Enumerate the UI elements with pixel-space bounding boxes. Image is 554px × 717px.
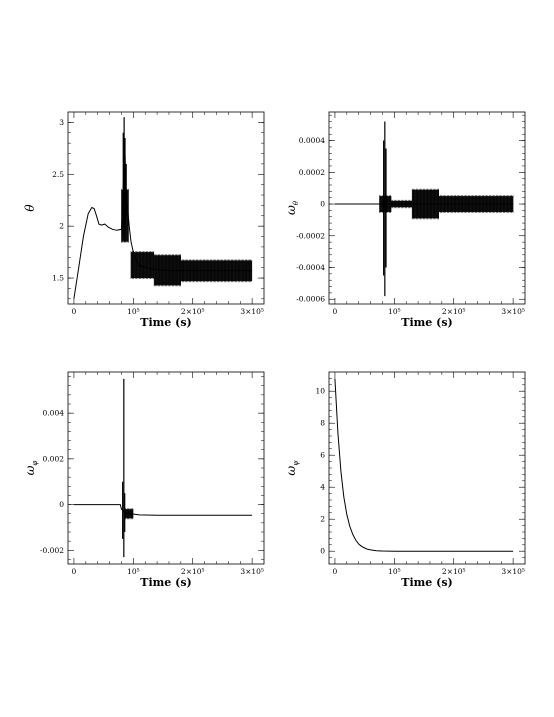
plot-frame	[67, 111, 265, 305]
x-axis-label: Time (s)	[401, 576, 452, 589]
y-tick-label: -0.0006	[296, 295, 325, 304]
chart-panel-omega-psi: 0 10⁵ 2×10⁵ 3×10⁵ 0 2 4 6 8 10 Time (s) ωψ	[284, 371, 526, 589]
x-tick-label: 2×10⁵	[181, 567, 205, 576]
y-tick-label: 0	[320, 200, 325, 209]
y-tick-label: 0.004	[43, 409, 65, 418]
x-tick-label: 0	[333, 307, 338, 316]
y-tick-label: 8	[320, 419, 325, 428]
x-tick-label: 3×10⁵	[240, 567, 264, 576]
x-tick-label: 10⁵	[127, 567, 140, 576]
plot-frame	[328, 371, 526, 565]
x-tick-label: 10⁵	[388, 307, 401, 316]
y-axis-label-subscript: ψ	[292, 460, 300, 466]
y-tick-label: 0.0004	[299, 136, 325, 145]
y-tick-label: 3	[59, 118, 64, 127]
y-axis-label-symbol: θ	[23, 204, 37, 212]
chart-panel-omega-phi: 0 10⁵ 2×10⁵ 3×10⁵ -0.002 0 0.002 0.004 Time (s) ω…	[23, 371, 265, 589]
y-axis-label: ωθ	[284, 200, 300, 215]
x-tick-label: 3×10⁵	[240, 307, 264, 316]
y-axis-label-symbol: ω	[23, 465, 37, 475]
y-tick-label: 10	[315, 387, 325, 396]
y-tick-label: 2	[320, 515, 325, 524]
y-tick-label: 2.5	[52, 170, 64, 179]
x-axis-label: Time (s)	[401, 316, 452, 329]
y-axis-label-symbol: ω	[284, 205, 298, 215]
x-tick-label: 10⁵	[388, 567, 401, 576]
x-tick-label: 2×10⁵	[442, 307, 466, 316]
x-axis-label: Time (s)	[140, 576, 191, 589]
series-line	[73, 504, 253, 516]
y-tick-label: 2	[59, 222, 64, 231]
x-tick-label: 0	[72, 307, 77, 316]
x-axis-label: Time (s)	[140, 316, 191, 329]
y-axis-label: ωφ	[23, 461, 39, 476]
x-tick-label: 2×10⁵	[181, 307, 205, 316]
y-axis-label-subscript: φ	[31, 461, 39, 466]
x-tick-label: 0	[333, 567, 338, 576]
data-area	[334, 378, 514, 552]
y-tick-label: 0.0002	[299, 168, 325, 177]
y-tick-label: 6	[320, 451, 325, 460]
y-tick-label: 0	[320, 547, 325, 556]
chart-panel-omega-theta: 0 10⁵ 2×10⁵ 3×10⁵ -0.0006 -0.0004 -0.0002 0 0.00…	[284, 111, 526, 329]
y-axis-label-subscript: θ	[292, 200, 300, 205]
plot-frame	[328, 111, 526, 305]
y-tick-label: 0.002	[43, 454, 65, 463]
y-tick-label: 4	[320, 483, 325, 492]
chart-panel-theta: 0 10⁵ 2×10⁵ 3×10⁵ 1.5 2 2.5 3 Time (s) θ	[23, 111, 265, 329]
x-tick-label: 2×10⁵	[442, 567, 466, 576]
plot-frame	[67, 371, 265, 565]
y-tick-label: -0.002	[40, 546, 64, 555]
y-tick-label: -0.0004	[296, 263, 325, 272]
x-tick-label: 0	[72, 567, 77, 576]
x-tick-label: 3×10⁵	[501, 567, 525, 576]
y-axis-label: θ	[23, 204, 37, 212]
y-axis-label-symbol: ω	[284, 466, 298, 476]
data-area	[73, 378, 253, 558]
y-tick-label: 1.5	[52, 274, 64, 283]
data-area	[73, 117, 253, 299]
y-tick-label: -0.0002	[296, 231, 325, 240]
y-axis-label: ωψ	[284, 460, 300, 476]
data-area	[334, 121, 514, 297]
series-line	[334, 378, 514, 552]
y-tick-label: 0	[59, 500, 64, 509]
x-tick-label: 10⁵	[127, 307, 140, 316]
x-tick-label: 3×10⁵	[501, 307, 525, 316]
